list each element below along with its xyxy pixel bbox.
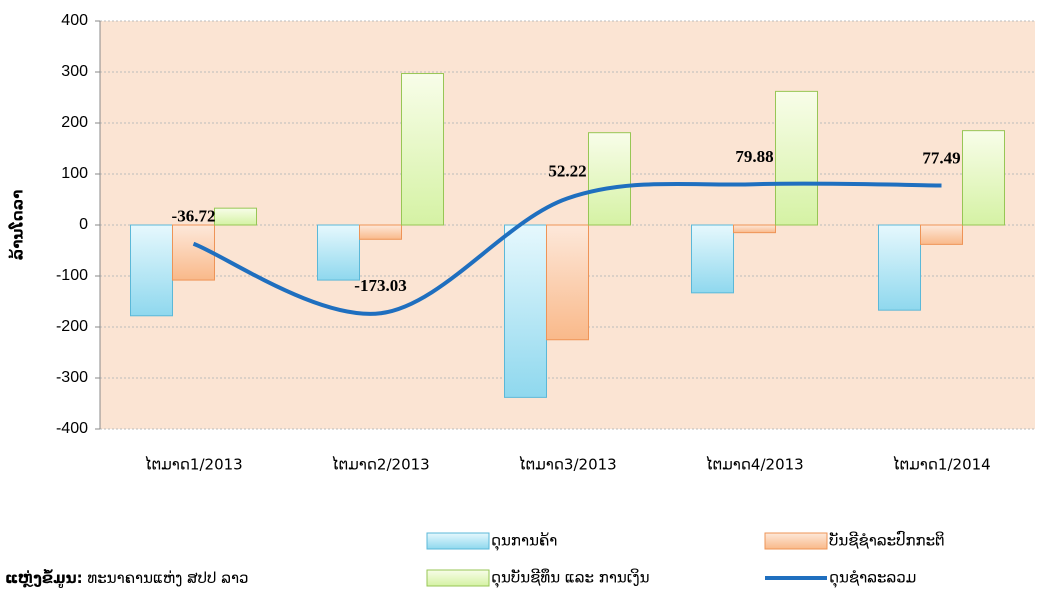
line xyxy=(192,181,942,316)
legend-label: ດຸນຊຳລະລວມ xyxy=(829,569,916,589)
source-text: ທະນາຄານແຫ່ງ ສປປ ລາວ xyxy=(87,569,248,587)
legend-label: ດຸນການຄ້າ xyxy=(491,531,557,552)
y-tick-label: -200 xyxy=(56,318,88,335)
bar xyxy=(691,224,734,294)
bar xyxy=(775,90,818,226)
y-tick-label: 200 xyxy=(61,114,88,131)
x-tick-label: ໄຕມາດ4/2013 xyxy=(705,455,803,474)
data-label: -36.72 xyxy=(172,207,216,226)
bar xyxy=(920,224,963,245)
y-tick-label: 400 xyxy=(61,12,88,29)
data-label: 79.88 xyxy=(735,147,773,166)
legend-swatch xyxy=(764,532,828,550)
y-tick-label: 0 xyxy=(79,216,88,233)
bar xyxy=(401,73,444,226)
data-label: 52.22 xyxy=(548,161,586,180)
bar xyxy=(317,224,360,281)
bar xyxy=(214,207,257,226)
data-label: 77.49 xyxy=(922,148,960,167)
legend-label: ດຸນບັນຊີທຶນ ແລະ ການເງິນ xyxy=(491,567,650,588)
bar xyxy=(962,130,1005,226)
y-axis-label: ລ້ານໂດລາ xyxy=(8,190,27,261)
x-tick-label: ໄຕມາດ1/2014 xyxy=(892,455,990,474)
bar xyxy=(504,224,547,398)
y-tick-label: -400 xyxy=(56,420,88,437)
x-tick-label: ໄຕມາດ3/2013 xyxy=(518,455,616,474)
legend-swatch xyxy=(426,569,490,587)
bar xyxy=(130,224,173,317)
y-tick-label: 100 xyxy=(61,165,88,182)
y-tick-label: -300 xyxy=(56,369,88,386)
x-tick-label: ໄຕມາດ1/2013 xyxy=(144,455,242,474)
y-tick-label: -100 xyxy=(56,267,88,284)
legend-label: ບັນຊີຊຳລະປົກກະຕິ xyxy=(829,529,945,550)
bar xyxy=(359,224,402,240)
bar xyxy=(546,224,589,341)
source: ແຫຼ່ງຂໍ້ມູນ: ທະນາຄານແຫ່ງ ສປປ ລາວ xyxy=(5,568,249,589)
legend-swatch xyxy=(426,532,490,550)
x-tick-label: ໄຕມາດ2/2013 xyxy=(331,455,429,474)
bar xyxy=(733,224,776,234)
bar xyxy=(878,224,921,311)
bar xyxy=(588,132,631,226)
y-tick-label: 300 xyxy=(61,63,88,80)
source-label: ແຫຼ່ງຂໍ້ມູນ: xyxy=(5,568,83,589)
data-label: -173.03 xyxy=(354,276,406,295)
